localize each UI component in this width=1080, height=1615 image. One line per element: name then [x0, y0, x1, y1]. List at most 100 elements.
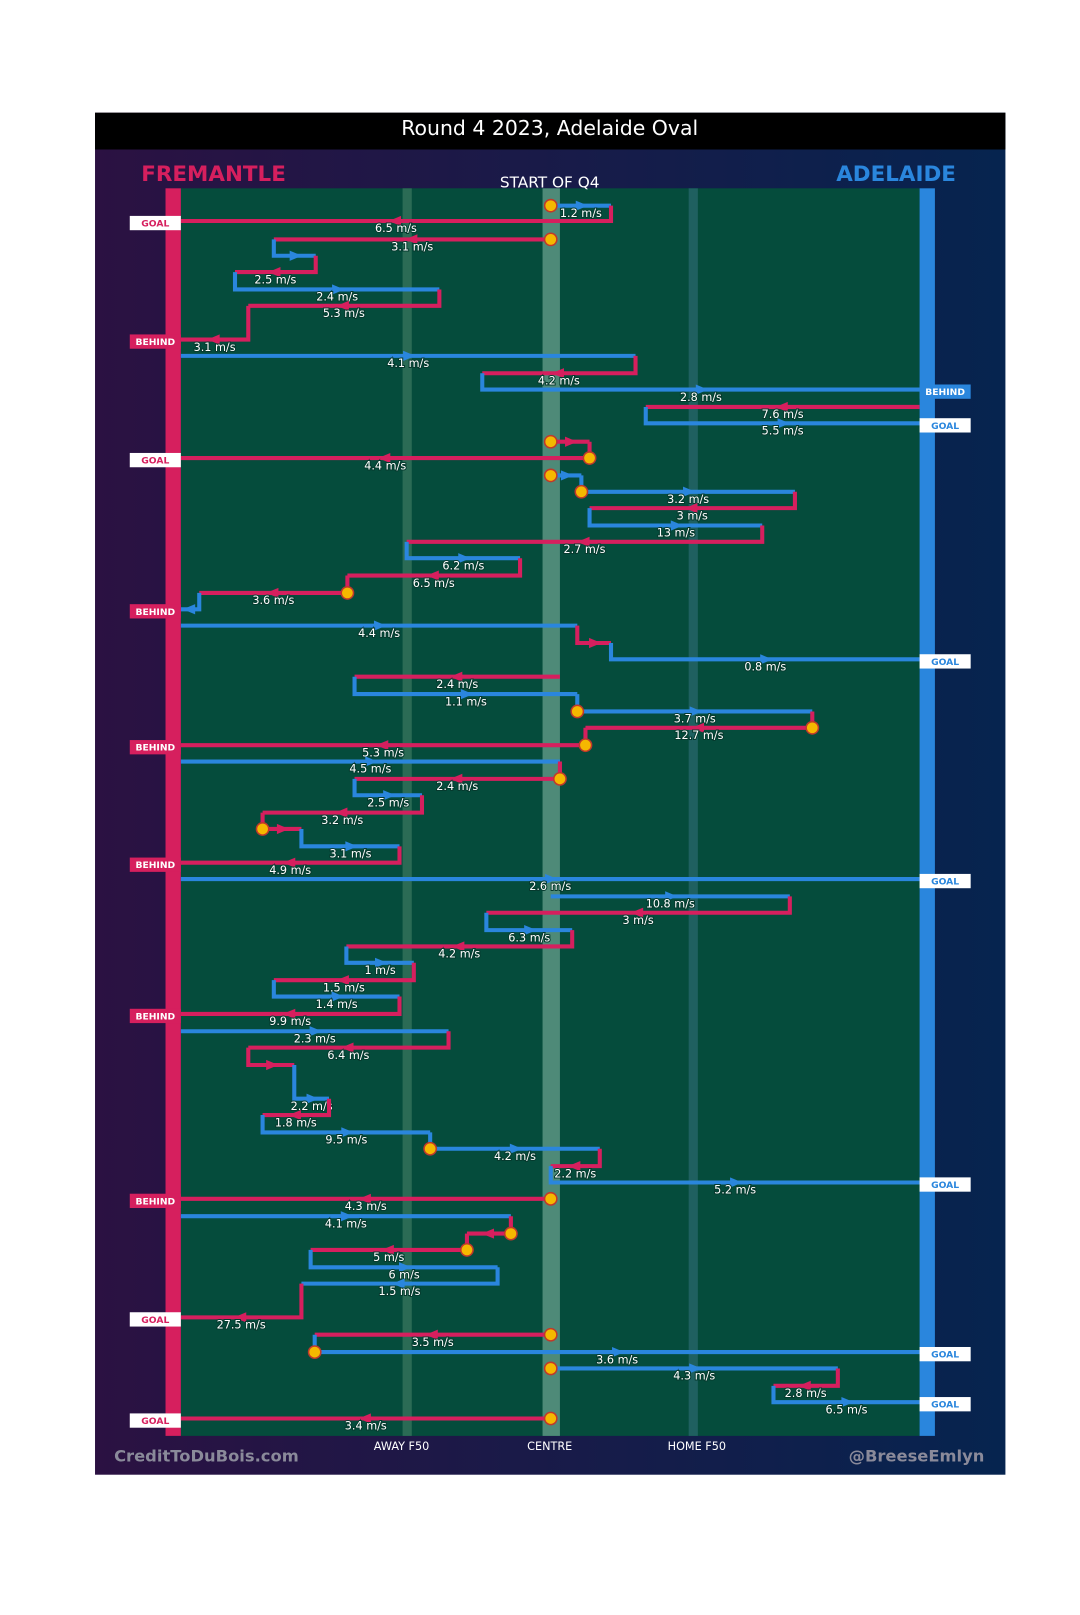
outcome-label: GOAL [931, 421, 959, 432]
pass-speed: 5.3 m/s [323, 307, 365, 320]
pass-line [346, 930, 575, 949]
outcome-tag [129, 215, 181, 231]
pass-arrow [425, 1329, 438, 1340]
outcome-label: BEHIND [925, 387, 965, 398]
outcome-label: BEHIND [135, 860, 175, 871]
stoppage [255, 822, 270, 836]
pass-speed: 6.2 m/s [442, 559, 484, 572]
outcome-tag [919, 654, 971, 669]
pass-arrow [289, 250, 302, 261]
stoppage [543, 1361, 558, 1376]
pass-arrow [266, 1059, 279, 1071]
pass-arrow [233, 1312, 247, 1323]
pass-arrow [630, 907, 644, 918]
pass-speed: 4.3 m/s [345, 1200, 387, 1213]
stoppage [543, 468, 558, 483]
pass-arrow [665, 891, 678, 902]
pass-speed: 2.2 m/s [554, 1167, 596, 1180]
pass-line [771, 1385, 920, 1405]
stoppage [543, 1327, 558, 1342]
pass-line [773, 1368, 840, 1388]
pass-arrow [182, 604, 196, 615]
pass-arrow [460, 688, 474, 700]
pass-line [299, 828, 400, 849]
pass-arrow [403, 350, 416, 361]
pass-speed: 2.2 m/s [291, 1100, 333, 1113]
outcome-label: BEHIND [135, 1011, 175, 1022]
pass-arrow [276, 823, 290, 835]
pass-line [484, 912, 573, 933]
pass-arrow [689, 1363, 702, 1374]
field-label: HOME F50 [668, 1440, 726, 1453]
pass-speed: 6.4 m/s [327, 1049, 369, 1062]
pass-arrow [358, 1193, 371, 1204]
pass-arrow [565, 436, 578, 447]
title: Round 4 2023, Adelaide Oval [401, 116, 698, 140]
pass-arrow [551, 368, 565, 379]
pass-line [406, 525, 765, 544]
stoppage [553, 771, 567, 786]
pass-arrow [306, 1093, 319, 1104]
pass-line [248, 289, 442, 308]
period: START OF Q4 [500, 173, 600, 191]
pass-arrow [332, 284, 345, 295]
outcome-label: GOAL [141, 219, 169, 230]
pass-speed: 5.3 m/s [362, 746, 404, 759]
pass-arrow [283, 1008, 296, 1020]
pass-speed: 3 m/s [622, 914, 653, 927]
pass-speed: 1.5 m/s [379, 1285, 421, 1298]
pass-arrow [545, 873, 558, 885]
home-f50-line [688, 188, 698, 1436]
outcome-label: GOAL [931, 1400, 959, 1411]
pass-arrow [345, 841, 358, 852]
pass-speed: 4.2 m/s [538, 374, 580, 387]
pass-arrow [775, 401, 788, 413]
outcome-tag [919, 1346, 971, 1362]
pass-line [550, 1148, 602, 1169]
pass-line [262, 1098, 332, 1118]
pass-speed: 3.1 m/s [194, 341, 236, 354]
pass-speed: 2.5 m/s [254, 273, 296, 286]
outcome-tag [919, 873, 971, 889]
pass-arrow [577, 536, 590, 547]
pass-arrow [452, 941, 465, 952]
pass-speed: 1.5 m/s [323, 981, 365, 994]
pass-arrow [376, 740, 389, 751]
pass-line [480, 373, 920, 392]
stoppage [574, 484, 589, 499]
pass-line [344, 946, 414, 965]
pass-speed: 3.2 m/s [667, 493, 709, 506]
pass-arrow [268, 266, 281, 278]
pass-speed: 2.4 m/s [436, 780, 478, 793]
pass-arrow [575, 200, 589, 211]
pass-arrow [340, 1211, 354, 1222]
pass-arrow [283, 857, 296, 868]
pass-line [180, 996, 402, 1016]
pass-speed: 2.4 m/s [316, 291, 358, 304]
pass-speed: 4.1 m/s [325, 1217, 367, 1230]
right-goal-bar [919, 188, 935, 1436]
pass-speed: 3.6 m/s [596, 1353, 638, 1366]
pass-arrow [336, 300, 349, 311]
stoppage [543, 434, 558, 449]
pass-speed: 12.7 m/s [674, 729, 723, 742]
pass-line [248, 1031, 451, 1050]
pass-arrow [777, 418, 790, 429]
stoppage [543, 198, 558, 213]
pass-speed: 7.6 m/s [762, 408, 804, 421]
outcome-tag [919, 418, 971, 433]
pass-speed: 2.8 m/s [680, 391, 722, 404]
stoppage [805, 720, 820, 735]
pass-arrow [341, 1127, 354, 1138]
outcome-tag [129, 604, 181, 619]
stoppage [340, 586, 355, 600]
pass-arrow [685, 503, 698, 514]
pass-arrow [560, 470, 574, 481]
pass-line [548, 1166, 920, 1185]
pass-speed: 6 m/s [388, 1269, 419, 1282]
pass-speed: 2.4 m/s [436, 678, 478, 691]
pass-line [273, 962, 416, 983]
pass-arrow [798, 1380, 811, 1391]
pass-speed: 3.7 m/s [674, 713, 716, 726]
pass-line [246, 1047, 295, 1068]
